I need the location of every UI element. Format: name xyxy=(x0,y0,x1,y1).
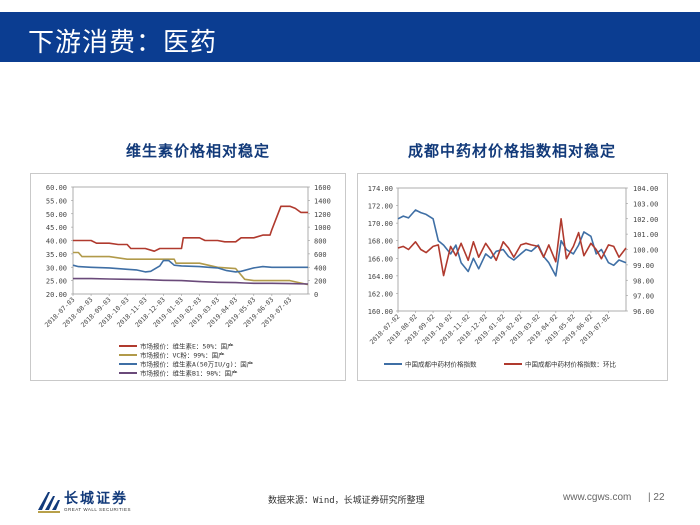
y-right-tick-label: 1400 xyxy=(314,197,331,205)
y-left-tick-label: 35.00 xyxy=(46,251,67,259)
series-line-2 xyxy=(72,259,308,273)
y-left-tick-label: 160.00 xyxy=(368,308,393,316)
logo-name: 长城证券 xyxy=(64,491,128,507)
page-number: | 22 xyxy=(648,492,665,503)
vitamin-price-chart: 60.00 55.00 50.00 45.00 40.00 35.00 30.00 25.00… xyxy=(43,184,331,378)
y-left-tick-label: 20.00 xyxy=(46,291,67,299)
y-left-tick-label: 25.00 xyxy=(46,278,67,286)
plot-area xyxy=(397,187,627,312)
logo-subtitle: GREAT WALL SECURITIES xyxy=(64,507,132,512)
page-title: 下游消费：医药 xyxy=(28,28,218,58)
y-left-tick-label: 55.00 xyxy=(46,197,67,205)
header-bar xyxy=(0,12,700,62)
y-left-tick-label: 166.00 xyxy=(368,255,393,263)
y-right-tick-label: 101.00 xyxy=(633,231,658,239)
y-right-tick-label: 600 xyxy=(314,251,327,259)
tcm-price-index-chart: 174.00 172.00 170.00 168.00 166.00 164.00 162.… xyxy=(368,185,659,369)
y-right-tick-label: 97.00 xyxy=(633,293,654,301)
y-right-tick-label: 100.00 xyxy=(633,247,658,255)
logo-mark-icon xyxy=(38,492,60,513)
series-line-1 xyxy=(73,251,309,286)
y-right-tick-label: 102.00 xyxy=(633,216,658,224)
legend-label: 市场报价：维生素B1：98%：国产 xyxy=(140,369,238,378)
y-right-tick-label: 400 xyxy=(314,264,327,272)
chart-right-frame: 174.00 172.00 170.00 168.00 166.00 164.00 162.… xyxy=(357,173,668,381)
y-left-tick-label: 168.00 xyxy=(368,238,393,246)
y-right-tick-label: 103.00 xyxy=(633,200,658,208)
legend-label: 市场报价：VC粉：99%：国产 xyxy=(140,351,225,360)
y-left-tick-label: 50.00 xyxy=(46,211,67,219)
header: 下游消费：医药 xyxy=(0,0,700,62)
legend-label: 中国成都中药材价格指数：环比 xyxy=(525,360,617,369)
y-right-tick-label: 800 xyxy=(314,238,327,246)
data-source: 数据来源：Wind，长城证券研究所整理 xyxy=(268,496,425,506)
series-line-3 xyxy=(73,277,309,285)
y-left-tick-label: 40.00 xyxy=(46,238,67,246)
y-left-tick-label: 45.00 xyxy=(46,224,67,232)
y-left-tick-label: 60.00 xyxy=(46,184,67,192)
series-line-0 xyxy=(73,205,308,252)
y-right-tick-label: 104.00 xyxy=(633,185,658,193)
y-left-tick-label: 30.00 xyxy=(46,264,67,272)
y-right-tick-label: 96.00 xyxy=(633,308,654,316)
y-right-tick-label: 1600 xyxy=(314,184,331,192)
chart-left-frame: 60.00 55.00 50.00 45.00 40.00 35.00 30.00 25.00… xyxy=(30,173,346,381)
y-right-tick-label: 99.00 xyxy=(633,262,654,270)
chart-title-left: 维生素价格相对稳定 xyxy=(126,142,271,160)
company-logo: 长城证券 GREAT WALL SECURITIES xyxy=(36,488,176,518)
y-right-tick-label: 1000 xyxy=(314,224,331,232)
website: www.cgws.com xyxy=(563,492,632,503)
series-line-0 xyxy=(397,209,627,277)
y-left-tick-label: 164.00 xyxy=(368,273,393,281)
legend-label: 中国成都中药材价格指数 xyxy=(405,360,477,369)
y-right-tick-label: 200 xyxy=(314,278,327,286)
plot-area xyxy=(72,186,309,295)
legend-label: 市场报价：维生素A(50万IU/g)：国产 xyxy=(140,360,254,369)
y-left-tick-label: 174.00 xyxy=(368,185,393,193)
legend-label: 市场报价：维生素E：50%：国产 xyxy=(140,342,234,351)
y-left-tick-label: 162.00 xyxy=(368,290,393,298)
y-right-tick-label: 1200 xyxy=(314,211,331,219)
y-right-tick-label: 0 xyxy=(314,291,318,299)
y-right-tick-label: 98.00 xyxy=(633,277,654,285)
chart-title-right: 成都中药材价格指数相对稳定 xyxy=(408,142,617,160)
y-left-tick-label: 170.00 xyxy=(368,220,393,228)
y-left-tick-label: 172.00 xyxy=(368,203,393,211)
series-line-1 xyxy=(397,217,627,277)
